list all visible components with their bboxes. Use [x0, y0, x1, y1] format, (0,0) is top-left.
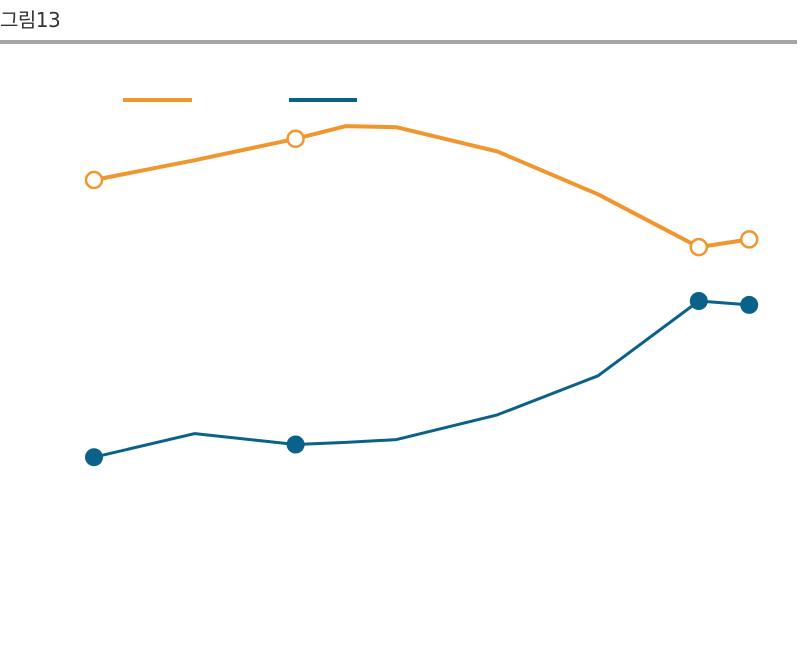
series-2-point-14 [740, 295, 759, 314]
series-2-point-13 [689, 292, 708, 310]
series-line-1 [92, 124, 752, 250]
series-1-point-5 [286, 129, 305, 149]
series-1-point-1 [84, 170, 104, 190]
series-line-2 [92, 299, 751, 459]
series-1-point-13 [689, 237, 709, 257]
title-rule [0, 40, 797, 44]
series-2-point-1 [85, 448, 103, 467]
series-2-point-5 [286, 435, 305, 454]
series-1-point-14 [739, 230, 759, 249]
figure-label: 그림13 [0, 8, 61, 32]
